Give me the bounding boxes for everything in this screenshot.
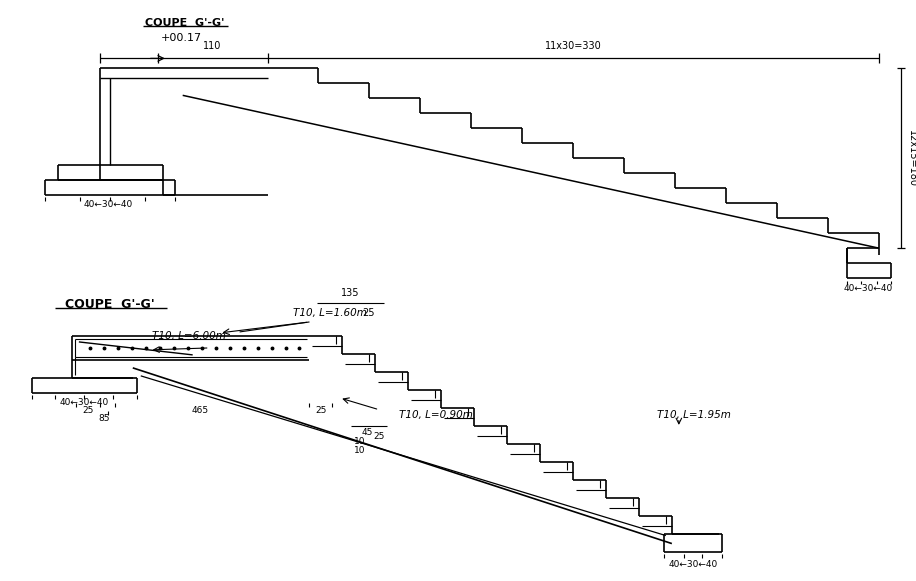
Text: 465: 465: [191, 406, 208, 415]
Text: COUPE  G'-G': COUPE G'-G': [65, 298, 155, 311]
Text: +00.17: +00.17: [161, 34, 202, 44]
Text: 40←30←40: 40←30←40: [668, 560, 717, 569]
Text: 110: 110: [203, 41, 222, 51]
Text: 25: 25: [363, 308, 375, 318]
Text: COUPE  G'-G': COUPE G'-G': [145, 19, 224, 28]
Text: 11x30=330: 11x30=330: [545, 41, 602, 51]
Text: 85: 85: [98, 414, 110, 423]
Text: 10: 10: [354, 437, 365, 446]
Text: 135: 135: [341, 288, 360, 298]
Text: T10, L=1.60m: T10, L=1.60m: [292, 308, 366, 318]
Text: T10, L=6.00m: T10, L=6.00m: [152, 331, 225, 341]
Text: T10, L=1.95m: T10, L=1.95m: [657, 410, 731, 420]
Text: 10: 10: [354, 446, 365, 455]
Text: 40←30←40: 40←30←40: [844, 284, 893, 293]
Text: 12x15=180: 12x15=180: [907, 130, 916, 187]
Text: 40←30←40: 40←30←40: [60, 398, 108, 407]
Text: 45: 45: [362, 428, 373, 437]
Text: 25: 25: [82, 406, 93, 415]
Text: 40←30←40: 40←30←40: [83, 200, 133, 209]
Text: 25: 25: [374, 432, 385, 441]
Text: T10, L=0.90m: T10, L=0.90m: [399, 410, 474, 420]
Text: 25: 25: [316, 406, 327, 415]
